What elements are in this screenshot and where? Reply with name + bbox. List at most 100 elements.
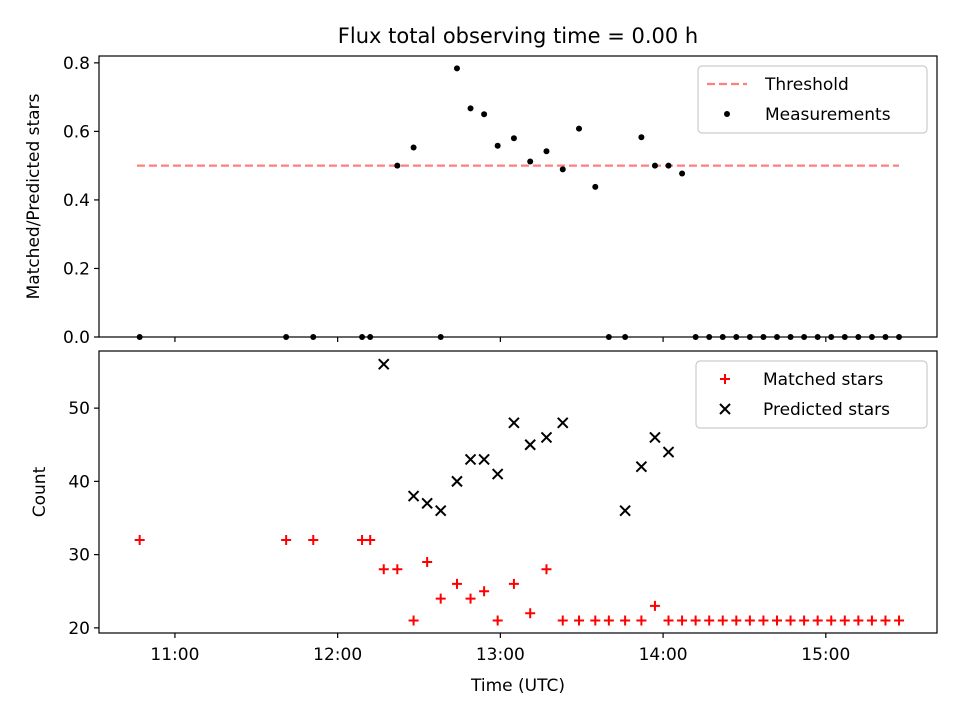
predicted-star-point: [557, 417, 569, 429]
legend-matched-swatch: [720, 374, 730, 384]
matched-star-point: [408, 615, 419, 626]
measurement-point: [679, 170, 686, 177]
x-axis-label: Time (UTC): [470, 676, 565, 696]
matched-star-point: [508, 578, 519, 589]
matched-star-point: [308, 534, 319, 545]
legend-label: Matched stars: [763, 370, 883, 390]
y-tick-label: 0.2: [63, 259, 90, 279]
measurement-point: [510, 135, 517, 142]
y-tick-label: 20: [68, 619, 90, 639]
axes-frame: [98, 350, 938, 634]
legend-box: [697, 65, 928, 134]
matched-star-point: [717, 615, 728, 626]
measurement-point: [638, 134, 645, 141]
predicted-star-point: [478, 453, 490, 466]
measurement-point: [467, 105, 474, 112]
matched-star-point: [365, 534, 376, 545]
predicted-star-point: [407, 490, 420, 502]
y-axis-label: Count: [30, 466, 50, 517]
matched-star-point: [603, 615, 614, 626]
measurement-point: [651, 162, 658, 169]
matched-star-point: [677, 615, 688, 626]
chart-title: Flux total observing time = 0.00 h: [338, 24, 698, 48]
y-tick-label: 0.0: [63, 328, 90, 348]
matched-star-point: [557, 615, 568, 626]
matched-star-point: [649, 600, 660, 611]
measurement-point: [559, 166, 566, 173]
matched-star-point: [812, 615, 823, 626]
matched-star-point: [574, 615, 585, 626]
count-panel: 20 30 40 50 11:00 12:00 13:00 14:00 15:00 Count Ti…: [30, 350, 938, 696]
matched-star-point: [465, 593, 476, 604]
measurement-point: [576, 125, 583, 132]
matched-star-point: [853, 615, 864, 626]
measurement-point: [665, 162, 672, 169]
axes-frame: [98, 55, 938, 338]
predicted-star-point: [464, 453, 477, 466]
legend-label: Measurements: [765, 105, 891, 125]
legend-predicted-swatch: [719, 403, 731, 415]
matched-star-point: [785, 615, 796, 626]
matched-star-point: [479, 586, 490, 597]
matched-star-point: [134, 534, 145, 545]
matched-star-point: [422, 556, 433, 567]
predicted-star-point: [491, 468, 504, 480]
ratio-panel: 0.0 0.2 0.4 0.6 0.8 Matched/Predicted stars Th…: [24, 54, 938, 348]
matched-star-point: [731, 615, 742, 626]
matched-star-point: [839, 615, 850, 626]
matched-star-point: [880, 615, 891, 626]
x-tick-label: 13:00: [476, 645, 525, 665]
matched-star-point: [894, 615, 905, 626]
x-tick-label: 11:00: [150, 645, 199, 665]
measurement-point: [494, 142, 501, 149]
predicted-star-point: [635, 461, 648, 473]
legend-label: Threshold: [764, 75, 849, 95]
measurement-point: [527, 158, 534, 165]
matched-star-point: [492, 615, 503, 626]
matched-star-point: [690, 615, 701, 626]
matched-star-point: [451, 578, 462, 589]
matched-star-point: [590, 615, 601, 626]
legend-label: Predicted stars: [763, 400, 890, 420]
matched-star-point: [826, 615, 837, 626]
y-tick-label: 0.8: [63, 54, 90, 74]
predicted-star-point: [662, 446, 675, 458]
y-tick-label: 0.6: [63, 122, 90, 142]
predicted-star-point: [540, 431, 553, 444]
matched-star-point: [758, 615, 769, 626]
predicted-star-point: [649, 431, 661, 444]
matched-star-point: [620, 615, 631, 626]
matched-star-point: [636, 615, 647, 626]
matched-star-point: [771, 615, 782, 626]
matched-star-point: [744, 615, 755, 626]
measurement-point: [543, 148, 550, 155]
matched-star-point: [378, 564, 389, 575]
predicted-star-point: [524, 439, 536, 451]
matched-star-point: [866, 615, 877, 626]
legend-measurement-swatch: [724, 111, 730, 117]
measurement-point: [481, 111, 488, 118]
y-tick-label: 50: [68, 399, 90, 419]
y-tick-label: 40: [68, 472, 90, 492]
matched-star-point: [281, 534, 292, 545]
measurement-point: [394, 162, 401, 169]
matched-star-point: [704, 615, 715, 626]
y-axis-label: Matched/Predicted stars: [24, 93, 44, 299]
matched-star-point: [663, 615, 674, 626]
predicted-star-point: [451, 475, 463, 488]
y-tick-label: 30: [68, 546, 90, 566]
measurement-point: [410, 144, 417, 151]
predicted-star-point: [421, 497, 433, 510]
predicted-star-point: [619, 504, 631, 517]
matched-star-point: [525, 608, 536, 619]
x-tick-label: 12:00: [313, 645, 362, 665]
matched-star-point: [392, 564, 403, 575]
matched-star-point: [435, 593, 446, 604]
x-tick-label: 14:00: [639, 645, 688, 665]
predicted-star-point: [378, 358, 390, 370]
x-tick-label: 15:00: [801, 645, 850, 665]
measurement-point: [592, 183, 599, 190]
matched-star-point: [799, 615, 810, 626]
legend-box: [695, 360, 928, 429]
